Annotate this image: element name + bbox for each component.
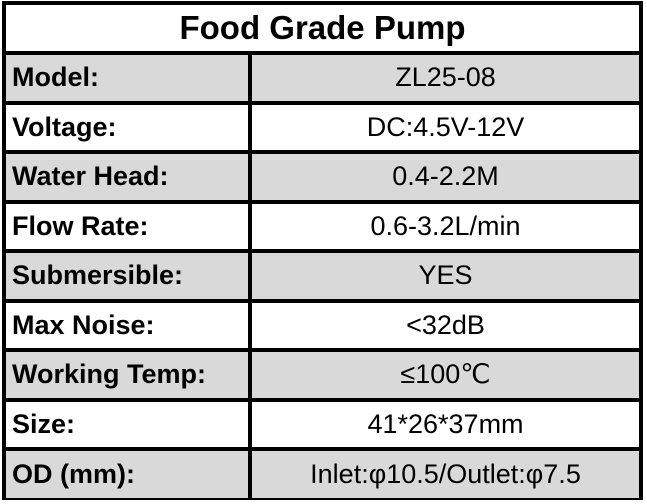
table-row: Working Temp: ≤100℃ xyxy=(6,352,639,402)
table-row: Voltage: DC:4.5V-12V xyxy=(6,104,639,154)
table-row: Flow Rate: 0.6-3.2L/min xyxy=(6,203,639,253)
table-row: Model: ZL25-08 xyxy=(6,55,639,105)
spec-label: Voltage: xyxy=(6,104,252,150)
spec-label: Max Noise: xyxy=(6,302,252,348)
spec-label: Flow Rate: xyxy=(6,203,252,249)
spec-label: Size: xyxy=(6,401,252,447)
spec-value: 0.4-2.2M xyxy=(392,161,499,192)
spec-value: Inlet:φ10.5/Outlet:φ7.5 xyxy=(310,459,581,489)
spec-value: ZL25-08 xyxy=(395,62,496,93)
table-row: Max Noise: <32dB xyxy=(6,302,639,352)
spec-value: <32dB xyxy=(406,309,485,340)
spec-label: Working Temp: xyxy=(6,352,252,398)
spec-value: 41*26*37mm xyxy=(367,408,524,439)
table-row: Submersible: YES xyxy=(6,253,639,303)
spec-label: Model: xyxy=(6,55,252,101)
table-row: Size: 41*26*37mm xyxy=(6,401,639,451)
spec-label: OD (mm): xyxy=(6,451,252,498)
spec-value: ≤100℃ xyxy=(400,359,491,390)
table-title: Food Grade Pump xyxy=(6,5,639,55)
spec-value: 0.6-3.2L/min xyxy=(370,210,521,241)
spec-label: Water Head: xyxy=(6,154,252,200)
spec-value: YES xyxy=(418,260,473,291)
spec-value: DC:4.5V-12V xyxy=(366,111,525,142)
table-row: Water Head: 0.4-2.2M xyxy=(6,154,639,204)
spec-label: Submersible: xyxy=(6,253,252,299)
table-row: OD (mm): Inlet:φ10.5/Outlet:φ7.5 xyxy=(6,451,639,498)
